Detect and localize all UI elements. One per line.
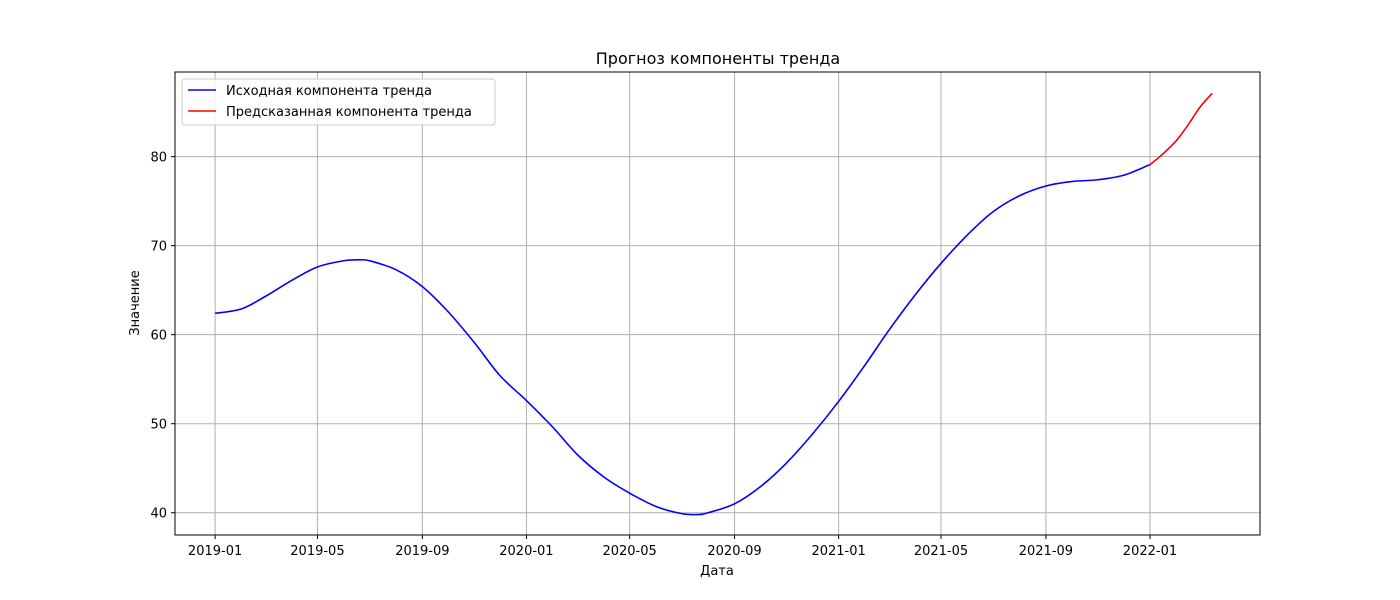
x-tick-label: 2021-01: [811, 544, 865, 559]
series-line-1: [1149, 92, 1213, 166]
x-tick-label: 2022-01: [1123, 544, 1177, 559]
chart-title: Прогноз компоненты тренда: [596, 49, 840, 68]
series-layer: [214, 92, 1213, 516]
y-tick-label: 40: [150, 507, 167, 522]
legend-frame: [181, 78, 496, 126]
y-axis: 40 50 60 70 80: [150, 151, 175, 522]
series-line-0: [214, 163, 1151, 516]
legend-label-0: Исходная компонента тренда: [226, 84, 432, 99]
x-tick-label: 2020-01: [499, 544, 553, 559]
x-tick-label: 2019-05: [290, 544, 344, 559]
legend-label-1: Предсказанная компонента тренда: [226, 105, 472, 120]
legend: Исходная компонента тренда Предсказанная …: [181, 78, 496, 126]
x-tick-label: 2020-09: [707, 544, 761, 559]
y-tick-label: 60: [150, 329, 167, 344]
grid-lines: [175, 72, 1260, 535]
plot-frame: [174, 71, 1261, 536]
x-tick-label: 2021-05: [914, 544, 968, 559]
x-axis: 2019-01 2019-05 2019-09 2020-01 2020-05 2020-…: [188, 535, 1177, 559]
x-tick-label: 2021-09: [1019, 544, 1073, 559]
x-tick-label: 2020-05: [602, 544, 656, 559]
y-tick-label: 70: [150, 240, 167, 255]
y-tick-label: 50: [150, 418, 167, 433]
x-tick-label: 2019-09: [395, 544, 449, 559]
x-axis-label: Дата: [700, 564, 734, 579]
y-tick-label: 80: [150, 151, 167, 166]
x-tick-label: 2019-01: [188, 544, 242, 559]
y-axis-label: Значение: [128, 270, 143, 335]
